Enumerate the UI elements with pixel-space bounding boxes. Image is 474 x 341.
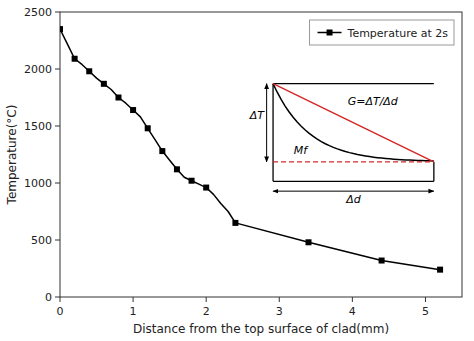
- annotation: Δd: [345, 193, 362, 206]
- y-tick-label: 2000: [24, 63, 52, 76]
- inset-box-edge: [433, 162, 434, 182]
- data-marker: [379, 258, 385, 264]
- x-tick: [425, 297, 426, 302]
- inset-arrow: [266, 84, 267, 162]
- legend-label: Temperature at 2s: [347, 27, 449, 40]
- x-tick: [206, 297, 207, 302]
- plot-area: [60, 26, 443, 273]
- y-tick-label: 0: [45, 291, 52, 304]
- data-marker: [174, 166, 180, 172]
- data-marker: [232, 220, 238, 226]
- y-tick-label: 1500: [24, 120, 52, 133]
- x-tick-label: 5: [422, 305, 429, 318]
- y-axis-label: Temperature(°C): [5, 105, 19, 206]
- data-marker: [60, 26, 63, 32]
- y-tick: [55, 69, 60, 70]
- x-tick-label: 4: [349, 305, 356, 318]
- legend-box: [310, 20, 454, 45]
- x-tick-label: 0: [57, 305, 64, 318]
- y-tick: [55, 183, 60, 184]
- data-marker: [115, 95, 121, 101]
- y-tick-label: 1000: [24, 177, 52, 190]
- plot-frame: [60, 12, 462, 297]
- x-tick: [352, 297, 353, 302]
- x-tick-label: 1: [130, 305, 137, 318]
- inset-schematic: [267, 84, 434, 191]
- x-tick: [60, 297, 61, 302]
- data-line: [60, 29, 440, 270]
- legend: Temperature at 2s: [310, 20, 454, 45]
- data-marker: [145, 125, 151, 131]
- data-marker: [203, 185, 209, 191]
- inset-box-edge: [272, 84, 273, 182]
- x-axis-label: Distance from the top surface of clad(mm…: [133, 322, 389, 336]
- inset-gradient-line: [273, 84, 434, 162]
- x-tick: [133, 297, 134, 302]
- x-tick-label: 3: [276, 305, 283, 318]
- annotation: Mf: [294, 144, 309, 157]
- y-tick: [55, 297, 60, 298]
- inset-box-edge: [273, 181, 434, 182]
- x-tick-label: 2: [203, 305, 210, 318]
- data-marker: [101, 81, 107, 87]
- y-tick-label: 2500: [24, 6, 52, 19]
- data-marker: [130, 107, 136, 113]
- data-marker: [86, 68, 92, 74]
- data-marker: [437, 267, 443, 273]
- y-tick: [55, 126, 60, 127]
- data-marker: [72, 56, 78, 62]
- y-tick: [55, 240, 60, 241]
- data-marker: [159, 148, 165, 154]
- x-tick: [279, 297, 280, 302]
- inset-level-line: [273, 161, 434, 162]
- annotation: ΔT: [249, 109, 266, 122]
- inset-box-edge: [273, 83, 434, 84]
- data-marker: [306, 239, 312, 245]
- y-tick-label: 500: [31, 234, 52, 247]
- chart: 0 1 2 3 4 5 0 500 1000 1500 2000 2500 Distance from …: [0, 0, 474, 341]
- inset-curve: [273, 84, 434, 161]
- inset-arrow: [273, 191, 434, 192]
- y-tick: [55, 12, 60, 13]
- legend-swatch-marker: [327, 30, 333, 36]
- data-marker: [189, 178, 195, 184]
- annotation: G=ΔT/Δd: [348, 95, 399, 108]
